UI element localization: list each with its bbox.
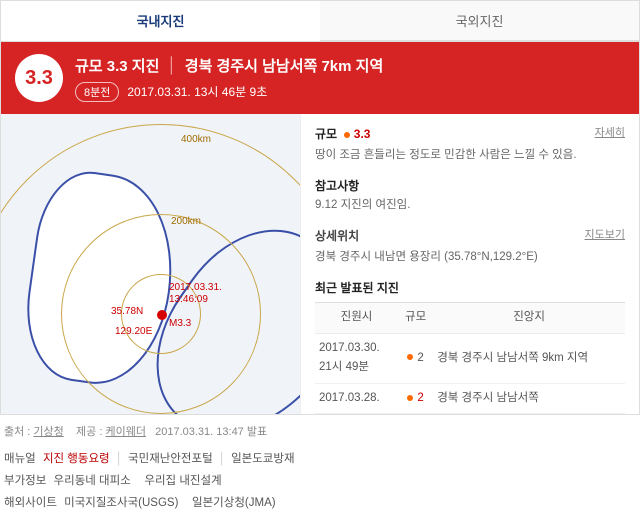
- table-row[interactable]: 2017.03.28. 2 경북 경주시 남남서쪽: [315, 383, 625, 414]
- epicenter-dot-icon: [157, 310, 167, 320]
- header-timestamp: 2017.03.31. 13시 46분 9초: [127, 83, 267, 100]
- src-link[interactable]: 기상청: [33, 426, 63, 438]
- magnitude-label: 규모: [315, 127, 337, 141]
- links-section: 매뉴얼 지진 행동요령│ 국민재난안전포털│ 일본도쿄방재 부가정보 우리동네 …: [0, 443, 640, 525]
- col-loc: 진앙지: [433, 303, 625, 334]
- prov-label: 제공 :: [76, 426, 102, 438]
- map-lon: 129.20E: [115, 326, 152, 337]
- cell-time: 2017.03.30. 21시 49분: [315, 333, 398, 383]
- link-manual-1[interactable]: 지진 행동요령: [43, 453, 110, 465]
- map-mag: M3.3: [169, 318, 191, 329]
- cell-time: 2017.03.28.: [315, 383, 398, 414]
- map-date: 2017.03.31.: [169, 282, 222, 293]
- location-text: 경북 경주시 내남면 용장리 (35.78°N,129.2°E): [315, 248, 625, 268]
- header-title-location: 경북 경주시 남남서쪽 7km 지역: [185, 55, 384, 76]
- col-time: 진원시: [315, 303, 398, 334]
- link-overseas-2[interactable]: 일본기상청(JMA): [192, 497, 276, 509]
- magnitude-value: 3.3: [354, 127, 371, 141]
- map-lat: 35.78N: [111, 306, 143, 317]
- dot-icon: [344, 132, 350, 138]
- cell-loc: 경북 경주시 남남서쪽: [433, 383, 625, 414]
- detail-link[interactable]: 자세히: [595, 124, 625, 143]
- quake-tabs: 국내지진 국외지진: [0, 0, 640, 41]
- links-row2-label: 부가정보: [4, 475, 46, 487]
- magnitude-desc: 땅이 조금 흔들리는 정도로 민감한 사람은 느낄 수 있음.: [315, 146, 625, 166]
- map-ring-400-label: 400km: [181, 134, 211, 145]
- link-manual-2[interactable]: 국민재난안전포털: [128, 453, 213, 465]
- epicenter-map[interactable]: 400km 200km 2017.03.31. 13:46:09 35.78N …: [1, 114, 301, 414]
- cell-mag: 2: [398, 383, 433, 414]
- map-time: 13:46:09: [169, 294, 208, 305]
- source-footer: 출처 : 기상청 제공 : 케이웨더 2017.03.31. 13:47 발표: [0, 415, 640, 443]
- col-mag: 규모: [398, 303, 433, 334]
- dot-icon: [407, 395, 413, 401]
- links-row1-label: 매뉴얼: [4, 453, 36, 465]
- info-panel: 규모 3.3 자세히 땅이 조금 흔들리는 정도로 민감한 사람은 느낄 수 있…: [301, 114, 639, 414]
- cell-loc: 경북 경주시 남남서쪽 9km 지역: [433, 333, 625, 383]
- header-title-prefix: 규모 3.3 지진: [75, 55, 159, 76]
- map-ring-200-label: 200km: [171, 216, 201, 227]
- issued-text: 2017.03.31. 13:47 발표: [155, 426, 267, 438]
- link-extra-2[interactable]: 우리집 내진설계: [144, 475, 221, 487]
- quake-header: 3.3 규모 3.3 지진 │ 경북 경주시 남남서쪽 7km 지역 8분전 2…: [1, 42, 639, 114]
- link-manual-3[interactable]: 일본도쿄방재: [231, 453, 294, 465]
- note-label: 참고사항: [315, 176, 625, 196]
- link-extra-1[interactable]: 우리동네 대피소: [54, 475, 131, 487]
- cell-mag: 2: [398, 333, 433, 383]
- time-ago-pill: 8분전: [75, 82, 119, 102]
- recent-quake-table: 진원시 규모 진앙지 2017.03.30. 21시 49분 2 경북 경주시 …: [315, 302, 625, 414]
- links-row3-label: 해외사이트: [4, 497, 57, 509]
- header-bar-icon: │: [167, 57, 176, 74]
- tab-domestic[interactable]: 국내지진: [1, 1, 320, 41]
- map-link[interactable]: 지도보기: [585, 226, 625, 245]
- location-label: 상세위치: [315, 229, 359, 243]
- link-overseas-1[interactable]: 미국지질조사국(USGS): [64, 497, 178, 509]
- magnitude-circle: 3.3: [15, 54, 63, 102]
- table-row[interactable]: 2017.03.30. 21시 49분 2 경북 경주시 남남서쪽 9km 지역: [315, 333, 625, 383]
- dot-icon: [407, 354, 413, 360]
- src-label: 출처 :: [4, 426, 30, 438]
- note-text: 9.12 지진의 여진임.: [315, 196, 625, 216]
- prov-link[interactable]: 케이웨더: [105, 426, 145, 438]
- recent-label: 최근 발표된 지진: [315, 278, 625, 298]
- main-panel: 3.3 규모 3.3 지진 │ 경북 경주시 남남서쪽 7km 지역 8분전 2…: [0, 41, 640, 415]
- tab-foreign[interactable]: 국외지진: [320, 1, 639, 41]
